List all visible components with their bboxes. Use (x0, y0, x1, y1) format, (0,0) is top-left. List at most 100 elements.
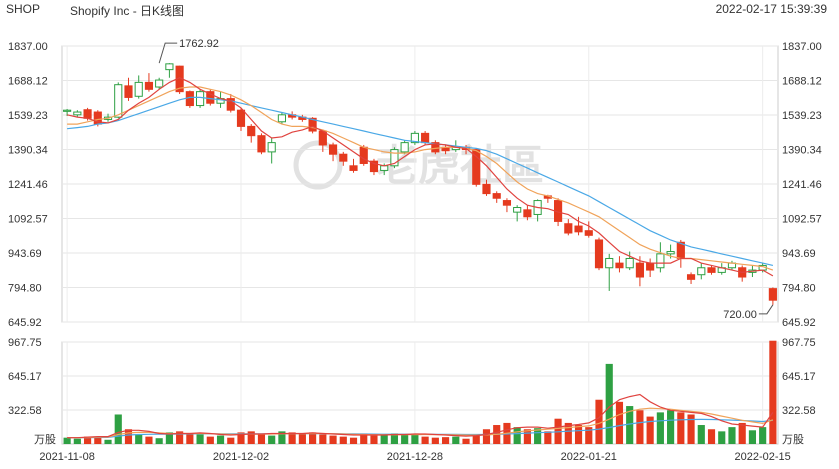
candle-body (328, 144, 338, 155)
volume-bar (544, 431, 552, 444)
volume-bar (718, 431, 726, 444)
ticker-label: SHOP (6, 2, 41, 16)
price-tick-right: 794.80 (782, 283, 816, 295)
price-tick-left: 1241.46 (8, 179, 48, 191)
volume-tick-left: 322.58 (8, 405, 42, 417)
volume-bar (615, 401, 624, 444)
volume-bar (360, 433, 368, 444)
volume-bar (135, 434, 143, 444)
volume-bar (677, 412, 685, 444)
volume-bar (390, 433, 399, 444)
candle-body (257, 135, 266, 153)
volume-bar (595, 399, 603, 444)
volume-tick-left: 967.75 (8, 337, 42, 349)
candle-body (73, 111, 82, 116)
candle-body (380, 165, 389, 171)
candle-body (267, 142, 276, 153)
volume-bar (574, 425, 583, 444)
volume-bar (63, 437, 71, 444)
volume-bar (452, 436, 460, 444)
candle-body (482, 183, 491, 195)
volume-tick-left: 645.17 (8, 371, 42, 383)
candle-body (707, 267, 716, 273)
volume-bar (155, 438, 163, 444)
timestamp: 2022-02-17 15:39:39 (715, 2, 827, 16)
candle-body (247, 125, 256, 137)
volume-bar (94, 437, 102, 444)
candle-body (308, 117, 317, 132)
candle-body (686, 274, 696, 280)
volume-tick-right: 967.75 (782, 337, 816, 349)
volume-bar (145, 436, 153, 444)
volume-bar (216, 435, 225, 444)
candle-body (83, 109, 92, 119)
low-annotation-leader (758, 304, 774, 315)
volume-bar (370, 435, 378, 444)
price-tick-left: 1539.23 (8, 110, 48, 122)
candle-body (523, 209, 532, 218)
candle-body (124, 85, 133, 98)
candle-body (134, 81, 143, 97)
volume-bar (441, 437, 450, 444)
candle-body (594, 239, 604, 269)
candle-body (410, 132, 419, 144)
volume-bar (339, 436, 347, 444)
candle-body (206, 91, 215, 104)
price-tick-right: 1092.57 (782, 214, 822, 226)
candle-body (114, 84, 123, 118)
watermark-logo (293, 140, 343, 190)
volume-bar (585, 427, 593, 444)
volume-bar (73, 438, 81, 444)
candle-body (400, 142, 409, 153)
candle-body (768, 288, 777, 301)
price-tick-left: 1688.12 (8, 75, 48, 87)
volume-unit-right: 万股 (782, 433, 804, 446)
volume-bar (411, 433, 419, 444)
volume-bar (196, 434, 204, 444)
candle-body (646, 262, 655, 271)
candle-body (697, 267, 706, 276)
volume-bar (421, 436, 429, 444)
price-tick-left: 1092.57 (8, 214, 48, 226)
price-tick-right: 1837.00 (782, 41, 822, 53)
price-tick-right: 943.69 (782, 248, 816, 260)
volume-bar (728, 427, 736, 444)
volume-bar (646, 416, 654, 444)
volume-bar (268, 435, 276, 444)
candle-body (144, 81, 154, 90)
candle-body (63, 109, 72, 112)
candle-body (574, 225, 583, 233)
volume-bar (523, 429, 531, 444)
volume-bar (534, 428, 542, 444)
volume-ma-short-line (67, 393, 774, 439)
x-tick-label: 2021-12-28 (387, 451, 443, 463)
volume-bar (667, 410, 675, 444)
candle-body (564, 223, 573, 234)
volume-bar (319, 434, 327, 444)
volume-bar (329, 435, 337, 444)
price-tick-right: 1241.46 (782, 179, 822, 191)
volume-bar (309, 432, 317, 444)
candle-body (277, 114, 286, 123)
price-ma-long-line (67, 96, 774, 266)
volume-bar (656, 412, 664, 444)
x-tick-label: 2022-01-21 (561, 451, 617, 463)
volume-bar (738, 422, 746, 444)
price-tick-right: 1688.12 (782, 75, 822, 87)
volume-bar (176, 431, 184, 444)
x-tick-label: 2022-02-15 (735, 451, 791, 463)
candle-body (339, 153, 348, 162)
volume-bar (186, 433, 194, 444)
price-ma-mid-line (67, 86, 774, 271)
volume-bar (288, 432, 296, 444)
volume-bar (247, 431, 255, 444)
candle-body (472, 149, 481, 185)
candle-body (666, 251, 675, 255)
x-tick-label: 2021-12-02 (213, 451, 269, 463)
price-tick-right: 1539.23 (782, 110, 822, 122)
volume-bar (401, 433, 409, 444)
candle-body (431, 142, 440, 153)
volume-bar (636, 410, 644, 444)
candle-body (584, 230, 593, 236)
